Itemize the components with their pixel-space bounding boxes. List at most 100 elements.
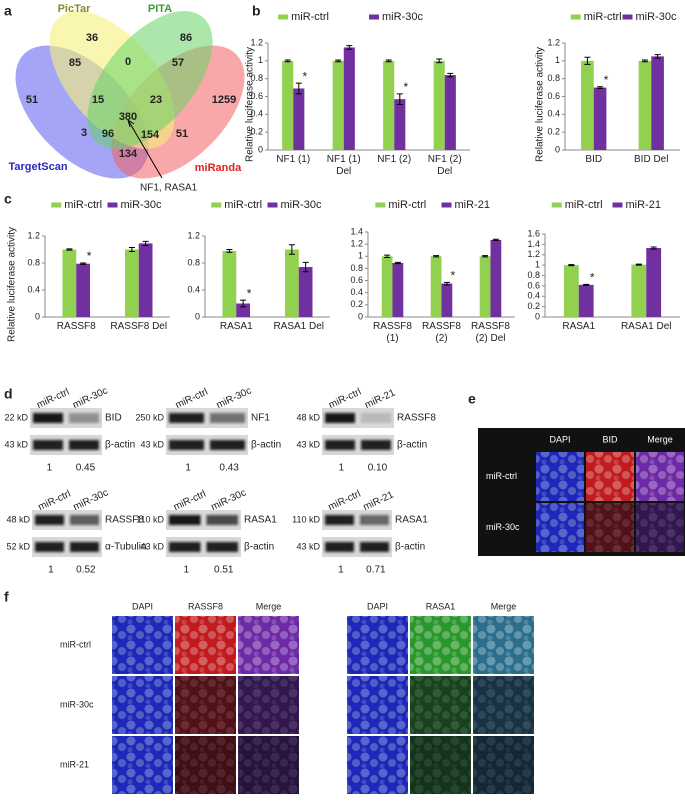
- blot-band: [210, 413, 245, 423]
- panel-label: d: [4, 386, 13, 402]
- y-tick-label: 0.6: [250, 91, 263, 101]
- venn-count: 1259: [212, 94, 236, 106]
- significance-marker: *: [247, 286, 252, 300]
- annotation-pointer: [127, 119, 163, 179]
- bar-chart: 0 0.4 0.8 1.2 Relative luciferase activity RA…: [7, 199, 170, 342]
- legend-label: miR-ctrl: [388, 199, 426, 211]
- venn-count: 0: [125, 56, 131, 68]
- y-tick-label: 0: [258, 144, 263, 154]
- micrograph-cells: [347, 616, 408, 674]
- venn-count: 36: [86, 32, 98, 44]
- western-blot: miR-ctrl 1 miR-30c 0.45 22 kD BID 43 kD β-actin: [4, 385, 135, 473]
- panel-label: f: [4, 589, 9, 605]
- panel-label: a: [4, 3, 12, 19]
- blot-condition-label: miR-ctrl: [37, 489, 73, 514]
- blot-band: [169, 515, 201, 525]
- legend-label: miR-ctrl: [224, 199, 262, 211]
- venn-set-label: PITA: [148, 3, 172, 15]
- blot-condition-label: miR-30c: [215, 385, 253, 411]
- y-tick-label: 0.8: [187, 257, 200, 267]
- venn-set-label: TargetScan: [8, 161, 67, 173]
- channel-label: DAPI: [549, 434, 570, 444]
- x-tick-label: NF1 (1): [276, 154, 310, 165]
- y-tick-label: 1: [358, 251, 363, 261]
- micrograph-cells: [238, 616, 299, 674]
- image-panel: DAPI RASSF8 Merge miR-ctrl miR-30c miR-21: [60, 601, 299, 794]
- error-bar: [635, 263, 642, 266]
- micrograph-cells: [536, 452, 584, 501]
- error-bar: [66, 248, 73, 251]
- y-tick-label: 1.4: [350, 226, 363, 236]
- error-bar: [583, 283, 590, 286]
- micrograph-cells: [636, 503, 684, 552]
- x-tick-label: BID Del: [634, 154, 668, 165]
- blot-ratio: 1: [338, 565, 344, 576]
- bar-chart: 0 0.4 0.8 1.2 RASA1 * RASA1 Del miR-ctrl miR-30c: [187, 199, 330, 332]
- error-bar: [482, 255, 489, 258]
- micrograph-cells: [175, 676, 236, 734]
- blot-band: [325, 440, 355, 450]
- blot-band: [169, 440, 204, 450]
- blot-condition-label: miR-30c: [71, 385, 109, 411]
- significance-marker: *: [604, 73, 609, 87]
- blot-condition-label: miR-30c: [72, 487, 110, 513]
- panel-label: b: [252, 3, 261, 19]
- blot-ratio: 1: [47, 463, 53, 474]
- micrograph-cells: [410, 676, 471, 734]
- y-tick-label: 0.2: [250, 127, 263, 137]
- image-panel: DAPI BID Merge miR-ctrl miR-30c: [486, 434, 684, 552]
- channel-label: Merge: [256, 601, 282, 611]
- blot-kd-label: 52 kD: [6, 541, 30, 551]
- error-bar: [654, 54, 661, 59]
- micrograph-cells: [586, 452, 634, 501]
- channel-label: DAPI: [367, 601, 388, 611]
- legend-label: miR-ctrl: [584, 11, 622, 23]
- error-bar: [142, 240, 149, 246]
- blot-kd-label: 43 kD: [140, 439, 164, 449]
- error-bar: [584, 56, 591, 65]
- error-bar: [80, 262, 87, 265]
- y-tick-label: 1.2: [527, 249, 540, 259]
- venn-set-label: miRanda: [195, 162, 242, 174]
- blot-band: [360, 542, 389, 552]
- bar-chart: 0 0.2 0.4 0.6 0.8 1 1.2 1.4 RASSF8 (1) RASSF8 (2) * R…: [350, 199, 515, 344]
- channel-label: RASSF8: [188, 601, 223, 611]
- x-tick-label: RASA1: [220, 321, 253, 332]
- significance-marker: *: [302, 69, 307, 83]
- x-tick-label: NF1 (1) Del: [327, 154, 361, 177]
- blot-kd-label: 250 kD: [135, 412, 164, 422]
- blot-condition-label: miR-ctrl: [327, 489, 363, 514]
- y-tick-label: 0: [358, 311, 363, 321]
- row-label: miR-ctrl: [60, 639, 91, 649]
- error-bar: [302, 261, 309, 273]
- micrograph-cells: [410, 736, 471, 794]
- micrograph-cells: [238, 676, 299, 734]
- y-tick-label: 1.2: [250, 37, 263, 47]
- bar: [578, 284, 594, 317]
- venn-count: 23: [150, 94, 162, 106]
- blot-condition-label: miR-ctrl: [35, 387, 71, 412]
- y-tick-label: 1.2: [350, 239, 363, 249]
- blot-band: [325, 413, 355, 423]
- legend-label: miR-30c: [382, 11, 423, 23]
- error-bar: [384, 254, 391, 258]
- bar: [444, 75, 456, 150]
- bar: [479, 256, 491, 317]
- significance-marker: *: [451, 269, 456, 283]
- y-tick-label: 1.6: [527, 228, 540, 238]
- legend-label: miR-30c: [636, 11, 677, 23]
- y-tick-label: 0.8: [350, 263, 363, 273]
- error-bar: [492, 238, 499, 241]
- error-bar: [346, 45, 353, 50]
- bar: [638, 60, 652, 151]
- blot-condition-label: miR-21: [362, 489, 396, 513]
- y-tick-label: 1.2: [27, 230, 40, 240]
- x-tick-label: RASSF8 (1): [373, 321, 412, 344]
- blot-ratio: 0.51: [214, 565, 234, 576]
- blot-kd-label: 48 kD: [296, 412, 320, 422]
- blot-condition-label: miR-21: [363, 387, 397, 411]
- blot-ratio: 1: [185, 463, 191, 474]
- blot-ratio: 0.45: [76, 463, 96, 474]
